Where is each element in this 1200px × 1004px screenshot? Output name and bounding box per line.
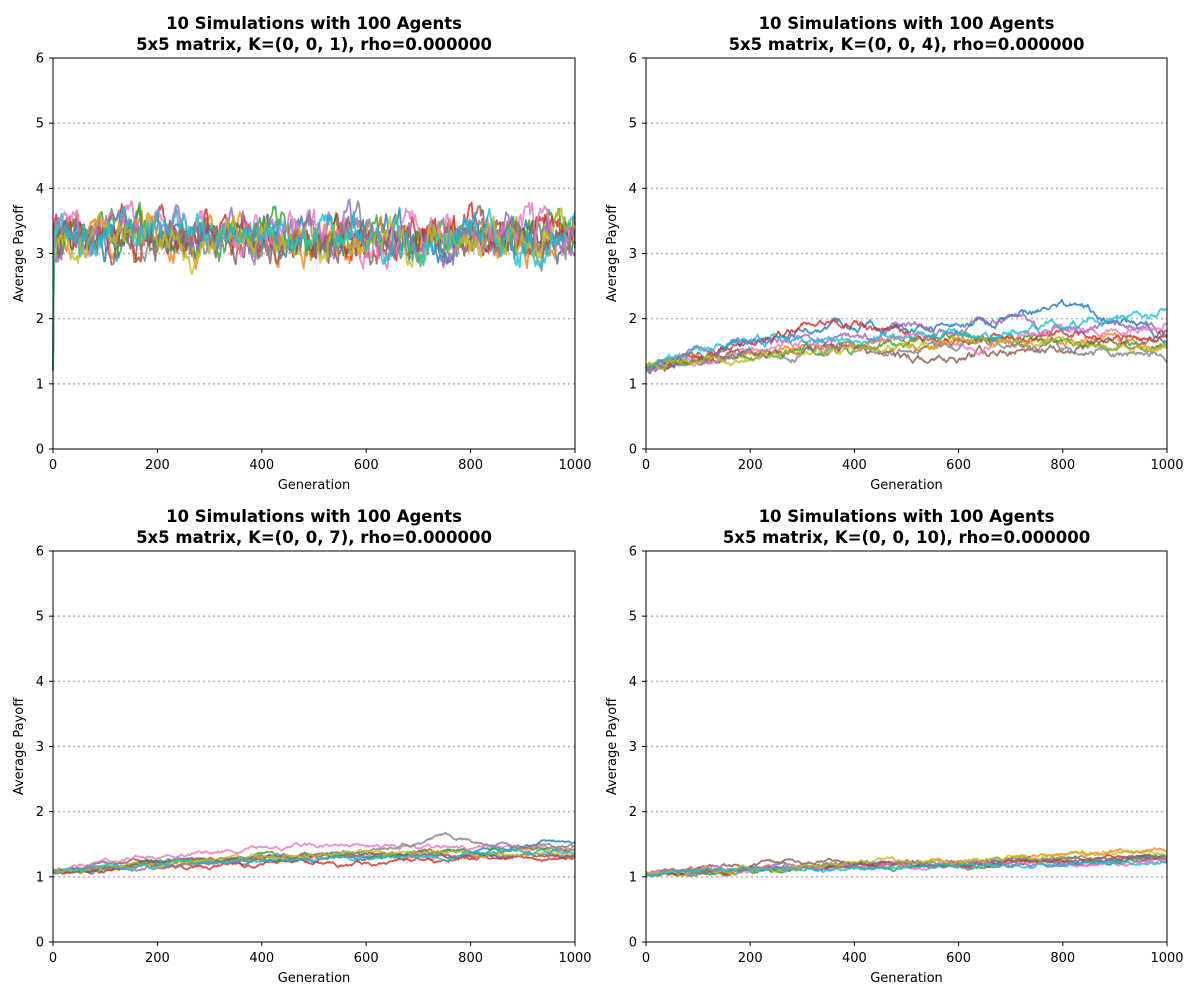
chart-panel-3: 10 Simulations with 100 Agents 5x5 matrix… [12, 507, 592, 986]
y-tick-label: 2 [629, 312, 637, 327]
y-tick-label: 3 [629, 740, 637, 755]
chart-subtitle: 5x5 matrix, K=(0, 0, 1), rho=0.000000 [136, 35, 492, 54]
y-axis-label: Average Payoff [12, 697, 27, 795]
x-tick-label: 1000 [558, 951, 591, 966]
x-tick-label: 0 [642, 458, 650, 473]
y-tick-label: 5 [36, 610, 44, 625]
x-tick-label: 1000 [1150, 458, 1183, 473]
chart-subtitle: 5x5 matrix, K=(0, 0, 7), rho=0.000000 [136, 528, 492, 547]
x-tick-label: 0 [49, 458, 57, 473]
x-axis-label: Generation [278, 971, 351, 986]
y-tick-label: 2 [36, 312, 44, 327]
chart-title: 10 Simulations with 100 Agents [166, 14, 462, 33]
y-axis-label: Average Payoff [12, 204, 27, 302]
chart-panel-2: 10 Simulations with 100 Agents 5x5 matrix… [605, 14, 1184, 493]
y-tick-label: 4 [36, 675, 44, 690]
y-tick-label: 6 [36, 52, 44, 67]
series-line-sim-7 [645, 321, 1168, 373]
y-tick-label: 3 [36, 740, 44, 755]
x-tick-label: 800 [458, 951, 483, 966]
x-tick-label: 400 [842, 951, 867, 966]
chart-title: 10 Simulations with 100 Agents [166, 507, 462, 526]
y-tick-label: 0 [629, 443, 637, 458]
chart-title: 10 Simulations with 100 Agents [759, 507, 1055, 526]
series-line-sim-6 [645, 329, 1168, 374]
y-tick-label: 2 [36, 805, 44, 820]
x-axis-label: Generation [870, 971, 943, 986]
y-tick-label: 1 [36, 870, 44, 885]
y-tick-label: 6 [629, 545, 637, 560]
x-tick-label: 0 [642, 951, 650, 966]
series-line-sim-8 [645, 337, 1168, 371]
series-line-sim-5 [645, 312, 1168, 369]
chart-subtitle: 5x5 matrix, K=(0, 0, 10), rho=0.000000 [723, 528, 1090, 547]
y-tick-label: 2 [629, 805, 637, 820]
x-tick-label: 800 [1050, 458, 1075, 473]
x-tick-label: 1000 [558, 458, 591, 473]
x-tick-label: 600 [946, 951, 971, 966]
x-tick-label: 200 [738, 951, 763, 966]
series-line-sim-10 [52, 205, 576, 371]
x-tick-label: 600 [946, 458, 971, 473]
x-tick-label: 400 [842, 458, 867, 473]
x-tick-label: 400 [249, 458, 274, 473]
series-line-sim-7 [52, 841, 576, 874]
x-axis-label: Generation [870, 478, 943, 493]
y-tick-label: 3 [629, 247, 637, 262]
y-tick-label: 5 [629, 117, 637, 132]
y-tick-label: 0 [629, 936, 637, 951]
x-tick-label: 800 [458, 458, 483, 473]
x-tick-label: 200 [738, 458, 763, 473]
x-tick-label: 600 [354, 951, 379, 966]
series-line-sim-10 [645, 860, 1168, 878]
y-tick-label: 4 [36, 182, 44, 197]
chart-panel-4: 10 Simulations with 100 Agents 5x5 matrix… [605, 507, 1184, 986]
series-line-sim-10 [52, 847, 576, 874]
y-tick-label: 4 [629, 182, 637, 197]
x-axis-label: Generation [278, 478, 351, 493]
x-tick-label: 800 [1050, 951, 1075, 966]
x-tick-label: 600 [354, 458, 379, 473]
y-axis-label: Average Payoff [605, 697, 620, 795]
y-axis-label: Average Payoff [605, 204, 620, 302]
y-tick-label: 4 [629, 675, 637, 690]
x-tick-label: 1000 [1150, 951, 1183, 966]
y-tick-label: 5 [629, 610, 637, 625]
x-tick-label: 0 [49, 951, 57, 966]
x-tick-label: 200 [145, 951, 170, 966]
y-tick-label: 5 [36, 117, 44, 132]
y-tick-label: 1 [629, 377, 637, 392]
chart-title: 10 Simulations with 100 Agents [759, 14, 1055, 33]
chart-panel-1: 10 Simulations with 100 Agents 5x5 matrix… [12, 14, 592, 493]
y-tick-label: 6 [629, 52, 637, 67]
series-line-sim-9 [645, 335, 1168, 371]
series-line-sim-9 [645, 849, 1168, 878]
y-tick-label: 6 [36, 545, 44, 560]
y-tick-label: 1 [36, 377, 44, 392]
y-tick-label: 3 [36, 247, 44, 262]
chart-subtitle: 5x5 matrix, K=(0, 0, 4), rho=0.000000 [729, 35, 1085, 54]
x-tick-label: 400 [249, 951, 274, 966]
x-tick-label: 200 [145, 458, 170, 473]
y-tick-label: 0 [36, 443, 44, 458]
series-line-sim-10 [645, 307, 1168, 370]
y-tick-label: 1 [629, 870, 637, 885]
y-tick-label: 0 [36, 936, 44, 951]
